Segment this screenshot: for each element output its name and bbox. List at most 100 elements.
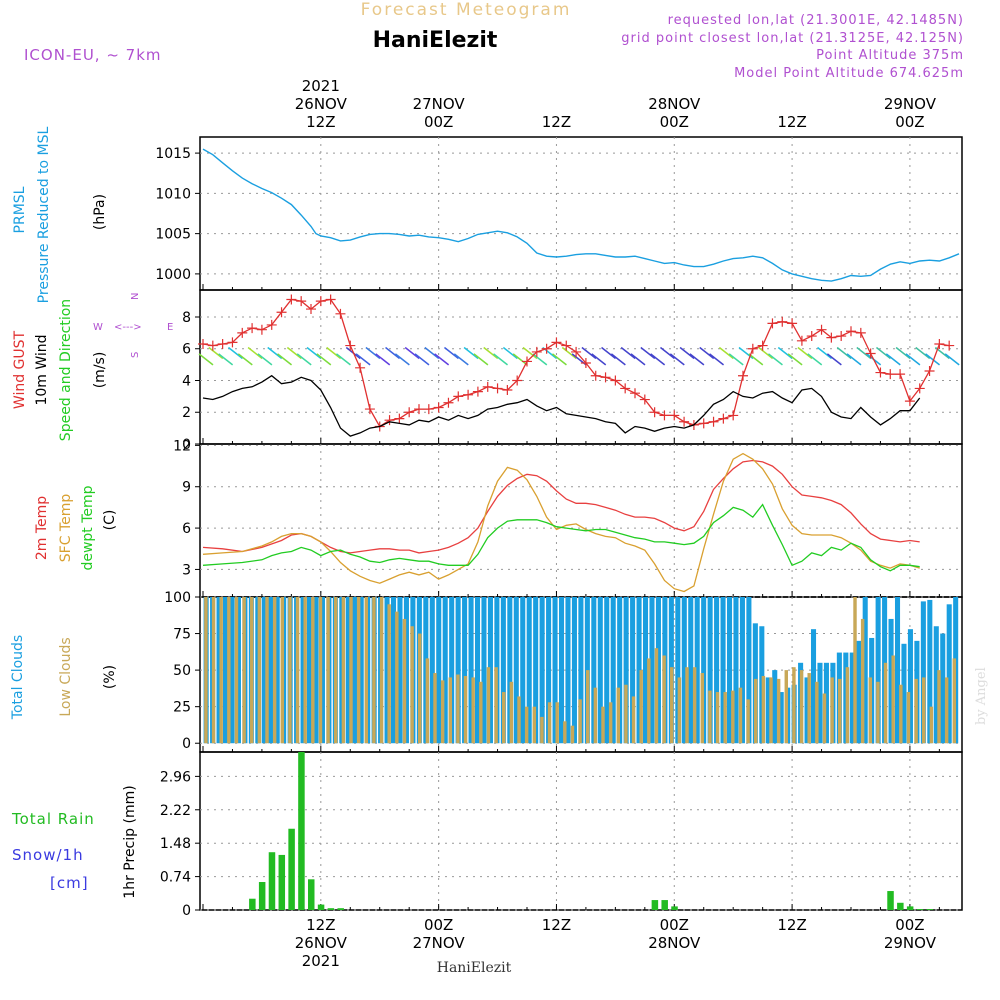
pressure-label-msl: Pressure Reduced to MSL	[36, 126, 52, 303]
wind-direction-arrow	[601, 346, 617, 360]
total-cloud-bar	[345, 597, 351, 744]
low-cloud-bar	[547, 702, 552, 744]
wind-direction-arrow	[856, 346, 872, 360]
y-tick-label: 2	[182, 405, 191, 421]
total-cloud-bar	[688, 597, 694, 744]
compass-n: N	[130, 293, 141, 300]
precip-bar	[897, 902, 904, 910]
model-altitude: Model Point Altitude 674.625m	[734, 66, 964, 81]
low-cloud-bar	[792, 667, 796, 744]
low-cloud-bar	[937, 670, 941, 744]
temp-unit: (C)	[102, 510, 118, 531]
gust-marker	[757, 340, 768, 351]
gust-marker	[718, 413, 729, 424]
low-cloud-bar	[822, 693, 827, 744]
wind-direction-arrow	[650, 353, 666, 366]
precip-bar	[651, 900, 659, 910]
wind-speed-dir-label: Speed and Direction	[58, 299, 74, 441]
total-cloud-bar	[578, 597, 584, 744]
low-cloud-bar	[318, 597, 323, 744]
low-cloud-bar	[761, 675, 766, 744]
low-cloud-bar	[502, 692, 506, 744]
total-cloud-bar	[474, 597, 481, 744]
wind-direction-arrow	[905, 353, 921, 366]
gust-marker	[335, 308, 346, 319]
gust-marker	[639, 394, 650, 405]
total-cloud-bar	[513, 597, 519, 744]
precip-bar	[308, 879, 315, 910]
total-cloud-bar	[533, 597, 539, 744]
low-cloud-bar	[723, 692, 727, 744]
low-cloud-bar	[647, 658, 651, 744]
gust-marker	[934, 338, 945, 349]
low-cloud-bar	[433, 673, 437, 744]
wind-direction-arrow	[237, 353, 253, 366]
gust-marker	[384, 415, 395, 426]
compass-e: E	[167, 322, 173, 333]
wind-direction-arrow	[718, 346, 734, 360]
low-cloud-bar	[479, 681, 483, 744]
snow-unit-label: [cm]	[50, 874, 89, 892]
gust-marker	[453, 391, 464, 402]
low-cloud-bar	[853, 597, 857, 744]
gust-marker	[787, 318, 798, 329]
y-tick-label: 0	[182, 736, 191, 752]
low-cloud-bar	[677, 677, 682, 744]
wind-direction-arrow	[787, 353, 803, 366]
total-cloud-bar	[216, 597, 222, 744]
wind-direction-arrow	[227, 346, 243, 360]
gust-marker	[885, 369, 896, 380]
gust-marker	[698, 418, 709, 429]
wind-direction-arrow	[326, 346, 342, 360]
gust-marker	[266, 319, 277, 330]
gust-marker	[738, 370, 748, 381]
wind-direction-arrow	[267, 346, 283, 360]
gust-marker	[423, 404, 434, 415]
temp-sfc-label: SFC Temp	[58, 494, 74, 563]
low-cloud-bar	[440, 680, 445, 744]
total-cloud-bar	[229, 597, 235, 744]
low-cloud-bar	[692, 667, 697, 744]
gust-marker	[404, 407, 415, 418]
y-tick-label: 1000	[155, 267, 191, 283]
y-tick-label: 75	[173, 627, 191, 643]
gust-marker	[649, 407, 660, 418]
low-cloud-bar	[311, 597, 315, 744]
y-tick-label: 25	[173, 700, 191, 716]
total-cloud-bar	[701, 597, 707, 744]
y-tick-label: 1005	[155, 227, 191, 243]
y-tick-label: 9	[182, 480, 191, 496]
wind-direction-arrow	[394, 353, 410, 366]
low-cloud-bar	[448, 677, 452, 744]
y-tick-label: 50	[173, 663, 191, 679]
total-cloud-bar	[222, 597, 229, 744]
total-cloud-bar	[733, 597, 739, 744]
low-cloud-bar	[708, 690, 712, 744]
gust-marker	[227, 337, 238, 348]
gust-marker	[561, 340, 572, 351]
gust-marker	[580, 358, 591, 369]
y-tick-label: 0	[182, 437, 191, 453]
gust-marker	[237, 327, 248, 338]
y-tick-label: 100	[164, 590, 191, 606]
low-cloud-bar	[807, 673, 811, 744]
wind-speed-line	[202, 374, 921, 437]
wind-direction-arrow	[591, 353, 607, 366]
low-cloud-bar	[799, 670, 804, 744]
low-cloud-bar	[608, 702, 613, 744]
temp-dewpt-label: dewpt Temp	[80, 485, 96, 570]
wind-direction-arrow	[208, 346, 224, 360]
low-cloud-bar	[883, 662, 888, 744]
point-altitude: Point Altitude 375m	[816, 48, 964, 63]
gust-marker	[345, 340, 356, 351]
low-cloud-bar	[715, 692, 720, 744]
wind-direction-arrow	[846, 353, 862, 366]
total-cloud-bar	[746, 597, 752, 744]
wind-direction-arrow	[767, 353, 783, 366]
gust-marker	[286, 294, 297, 305]
y-tick-label: 2.96	[160, 769, 191, 785]
wind-direction-arrow	[532, 353, 548, 366]
y-tick-label: 0	[182, 903, 191, 919]
panel-frame-pressure	[199, 136, 963, 291]
